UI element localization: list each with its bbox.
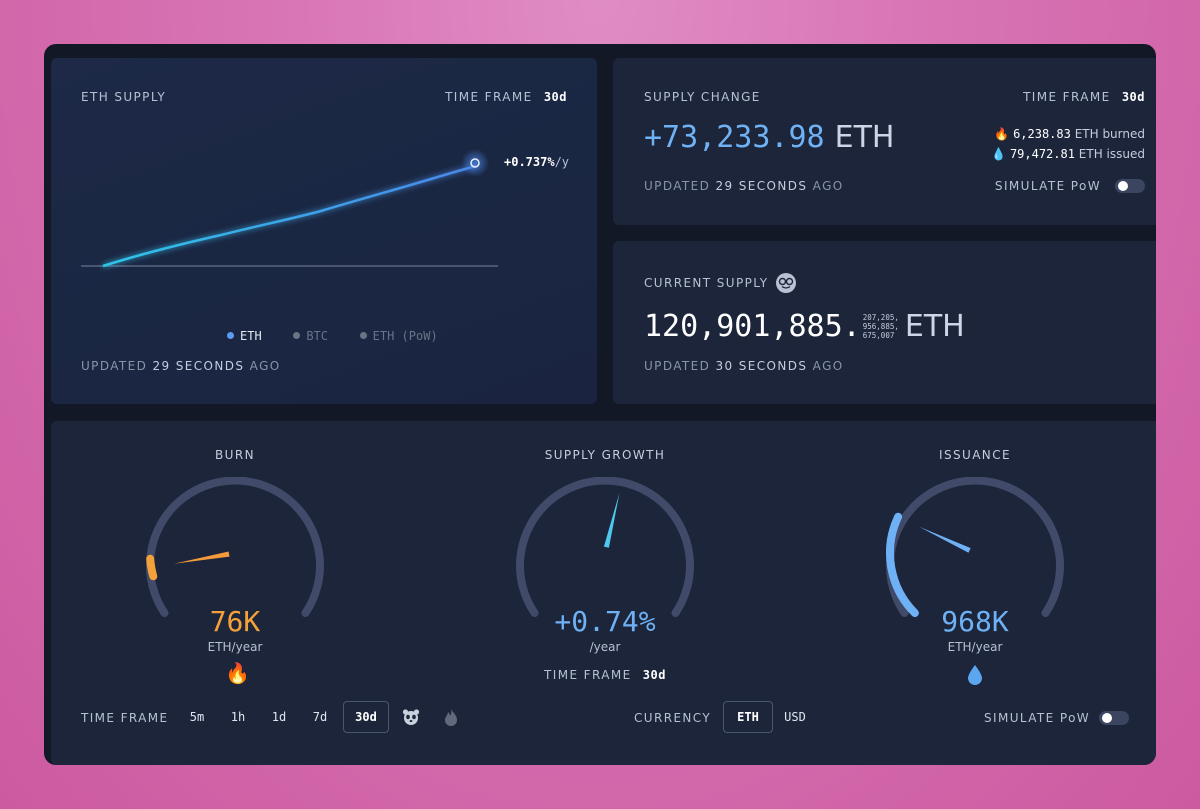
supply-change-title: SUPPLY CHANGE	[644, 90, 761, 104]
dashboard-frame: ETH SUPPLY TIME FRAME 30d	[44, 44, 1156, 765]
growth-title: SUPPLY GROWTH	[544, 448, 666, 462]
growth-timeframe: TIME FRAME 30d	[544, 668, 666, 682]
issuance-gauge-fill	[886, 512, 919, 618]
rate-unit: /y	[554, 155, 570, 169]
burn-gauge-needle	[173, 551, 230, 564]
timeframe-label: TIME FRAME	[445, 90, 533, 104]
growth-gauge	[516, 477, 694, 617]
nerd-face-icon[interactable]	[776, 273, 797, 293]
chart-legend: ETH BTC ETH (PoW)	[227, 324, 460, 343]
supply-change-value: +73,233.98	[644, 120, 825, 155]
flame-icon[interactable]	[441, 707, 461, 727]
supply-change-updated: UPDATED 29 SECONDS AGO	[644, 179, 844, 193]
issuance-unit: ETH/year	[947, 640, 1003, 654]
timeframe-5m[interactable]: 5m	[189, 710, 205, 724]
timeframe-1d[interactable]: 1d	[271, 710, 287, 724]
burn-gauge	[146, 477, 324, 617]
eth-supply-card: ETH SUPPLY TIME FRAME 30d	[51, 58, 597, 404]
eth-supply-timeframe[interactable]: TIME FRAME 30d	[445, 90, 567, 104]
fire-icon: 🔥	[994, 127, 1010, 141]
legend-pow-dot	[359, 332, 367, 339]
issuance-gauge-track	[886, 477, 1064, 617]
current-supply-updated: UPDATED 30 SECONDS AGO	[644, 359, 844, 373]
rate-annotation: +0.737%/y	[504, 155, 569, 169]
legend-eth-pow[interactable]: ETH (PoW)	[359, 329, 438, 343]
burn-gauge-track	[146, 477, 324, 617]
growth-value: +0.74%	[554, 605, 656, 638]
legend-eth[interactable]: ETH	[227, 329, 262, 343]
panda-icon[interactable]	[401, 707, 421, 727]
burn-value: 76K	[209, 605, 261, 638]
simulate-pow-label: SIMULATE PoW	[994, 179, 1101, 193]
supply-change-card: SUPPLY CHANGE TIME FRAME 30d +73,233.98 …	[613, 58, 1156, 225]
issued-row: 💧 79,472.81 ETH issued	[991, 147, 1145, 161]
currency-eth[interactable]: ETH	[723, 701, 773, 733]
eth-supply-updated: UPDATED 29 SECONDS AGO	[81, 359, 281, 373]
current-supply-value: 120,901,885.	[644, 309, 861, 344]
current-supply-unit: ETH	[904, 309, 965, 344]
issuance-gauge	[886, 477, 1064, 618]
legend-btc-dot	[293, 332, 301, 339]
current-supply-amount: 120,901,885. 207,205, 956,885, 675,007 E…	[644, 309, 965, 344]
current-supply-title: CURRENT SUPPLY	[644, 276, 769, 290]
burn-unit: ETH/year	[207, 640, 263, 654]
legend-btc[interactable]: BTC	[293, 329, 328, 343]
rate-value: +0.737%	[504, 155, 555, 169]
burn-title: BURN	[215, 448, 255, 462]
timeframe-30d[interactable]: 30d	[343, 701, 389, 733]
issuance-value: 968K	[941, 605, 1009, 638]
timeframe-1h[interactable]: 1h	[230, 710, 246, 724]
current-supply-card: CURRENT SUPPLY 120,901,885. 207,205, 956…	[613, 241, 1156, 404]
eth-supply-title: ETH SUPPLY	[81, 90, 167, 104]
supply-change-unit: ETH	[834, 120, 895, 155]
footer-timeframe-label: TIME FRAME	[81, 711, 169, 725]
droplet-icon	[965, 663, 985, 687]
burn-gauge-fill	[146, 554, 158, 581]
growth-unit: /year	[589, 640, 621, 654]
currency-label: CURRENCY	[634, 711, 712, 725]
timeframe-7d[interactable]: 7d	[312, 710, 328, 724]
burned-row: 🔥 6,238.83 ETH burned	[994, 127, 1145, 141]
endpoint-glow	[461, 149, 489, 177]
supply-change-amount: +73,233.98 ETH	[644, 120, 894, 155]
droplet-icon: 💧	[991, 147, 1007, 161]
simulate-pow-toggle[interactable]	[1115, 179, 1145, 193]
supply-line-chart	[81, 149, 498, 268]
supply-change-timeframe[interactable]: TIME FRAME 30d	[1023, 90, 1145, 104]
current-supply-decimals: 207,205, 956,885, 675,007	[862, 313, 899, 340]
eth-supply-line	[102, 164, 477, 268]
endpoint-dot[interactable]	[470, 158, 480, 168]
fire-icon: 🔥	[225, 661, 250, 685]
legend-eth-dot	[227, 332, 234, 339]
timeframe-value: 30d	[543, 90, 567, 104]
current-supply-header: CURRENT SUPPLY	[644, 273, 797, 293]
footer-simulate-toggle[interactable]	[1099, 711, 1129, 725]
gauges-card: BURN 76K ETH/year 🔥 SUPPLY GROWTH +0.74%…	[51, 421, 1156, 765]
issuance-title: ISSUANCE	[939, 448, 1011, 462]
burn-issue-breakdown: 🔥 6,238.83 ETH burned 💧 79,472.81 ETH is…	[991, 124, 1145, 164]
growth-gauge-track	[516, 477, 694, 617]
footer-simulate-label: SIMULATE PoW	[984, 711, 1091, 725]
growth-gauge-needle	[603, 492, 620, 548]
issuance-gauge-needle	[918, 526, 971, 553]
currency-usd[interactable]: USD	[784, 710, 806, 724]
